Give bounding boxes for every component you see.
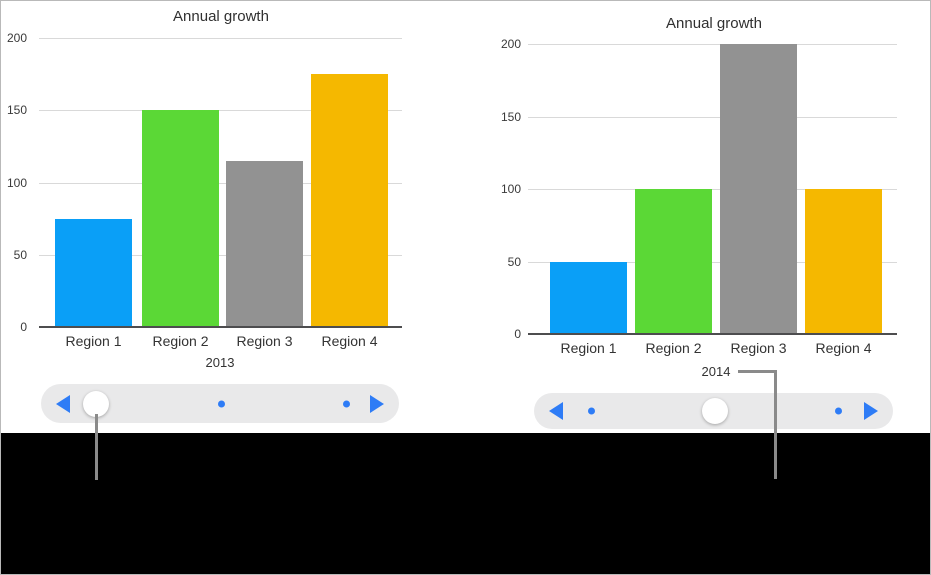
chart-bar[interactable] — [635, 189, 712, 334]
gridline-200 — [528, 44, 897, 45]
slider-left-arrow-icon[interactable] — [549, 402, 563, 420]
gridline-100 — [528, 189, 897, 190]
x-axis-category-label: Region 4 — [815, 340, 872, 356]
y-axis-tick-label: 200 — [500, 37, 521, 51]
chart-title: Annual growth — [666, 15, 762, 32]
y-axis-tick-label: 150 — [6, 103, 27, 117]
slider-page-dot[interactable] — [217, 400, 225, 407]
y-axis-tick-label: 200 — [6, 31, 27, 45]
gridline-50 — [39, 255, 402, 256]
series-label: 2014 — [701, 364, 731, 379]
x-axis-category-label: Region 4 — [321, 333, 378, 349]
gridline-100 — [39, 183, 402, 184]
x-axis-category-label: Region 3 — [236, 333, 293, 349]
chart-paging-slider[interactable] — [534, 393, 893, 429]
y-axis-tick-label: 150 — [500, 110, 521, 124]
gridline-50 — [528, 262, 897, 263]
y-axis-tick-label: 0 — [514, 327, 521, 341]
slider-page-dot[interactable] — [342, 400, 350, 407]
y-axis-tick-label: 0 — [20, 320, 27, 334]
slider-left-arrow-icon[interactable] — [56, 394, 70, 413]
chart-panel-2013: Annual growth 0 50 100 150 200 Region 1 Region… — [1, 1, 466, 433]
x-axis-category-label: Region 3 — [730, 340, 787, 356]
chart-bar[interactable] — [805, 189, 882, 334]
x-axis-category-label: Region 2 — [152, 333, 209, 349]
y-axis-tick-label: 50 — [13, 248, 27, 262]
slider-right-arrow-icon[interactable] — [864, 402, 878, 420]
y-axis-tick-label: 100 — [500, 182, 521, 196]
slider-thumb[interactable] — [702, 398, 728, 424]
x-axis-category-label: Region 1 — [65, 333, 122, 349]
gridline-150 — [39, 110, 402, 111]
chart-bar[interactable] — [142, 110, 219, 327]
slider-thumb[interactable] — [83, 390, 109, 417]
chart-bar[interactable] — [226, 161, 303, 327]
chart-bar[interactable] — [311, 74, 388, 327]
gridline-200 — [39, 38, 402, 39]
callout-line-right-vertical — [774, 370, 777, 479]
callout-line-left-vertical — [95, 414, 98, 480]
slider-page-dot[interactable] — [587, 407, 595, 415]
x-axis-line — [39, 326, 402, 328]
slider-page-dot[interactable] — [834, 407, 842, 415]
chart-bar[interactable] — [55, 219, 132, 327]
black-letterbox — [1, 433, 930, 574]
chart-title: Annual growth — [173, 8, 269, 25]
series-label: 2013 — [205, 355, 235, 370]
chart-bar[interactable] — [720, 44, 797, 334]
chart-paging-slider[interactable] — [41, 384, 399, 423]
y-axis-tick-label: 100 — [6, 176, 27, 190]
callout-line-right-horizontal — [738, 370, 777, 373]
chart-panel-2014: Annual growth 0 50 100 150 200 Region 1 Region… — [467, 1, 930, 433]
slider-right-arrow-icon[interactable] — [370, 394, 384, 413]
y-axis-tick-label: 50 — [507, 255, 521, 269]
gridline-150 — [528, 117, 897, 118]
x-axis-category-label: Region 1 — [560, 340, 617, 356]
chart-bar[interactable] — [550, 262, 627, 335]
x-axis-line — [528, 333, 897, 335]
x-axis-category-label: Region 2 — [645, 340, 702, 356]
